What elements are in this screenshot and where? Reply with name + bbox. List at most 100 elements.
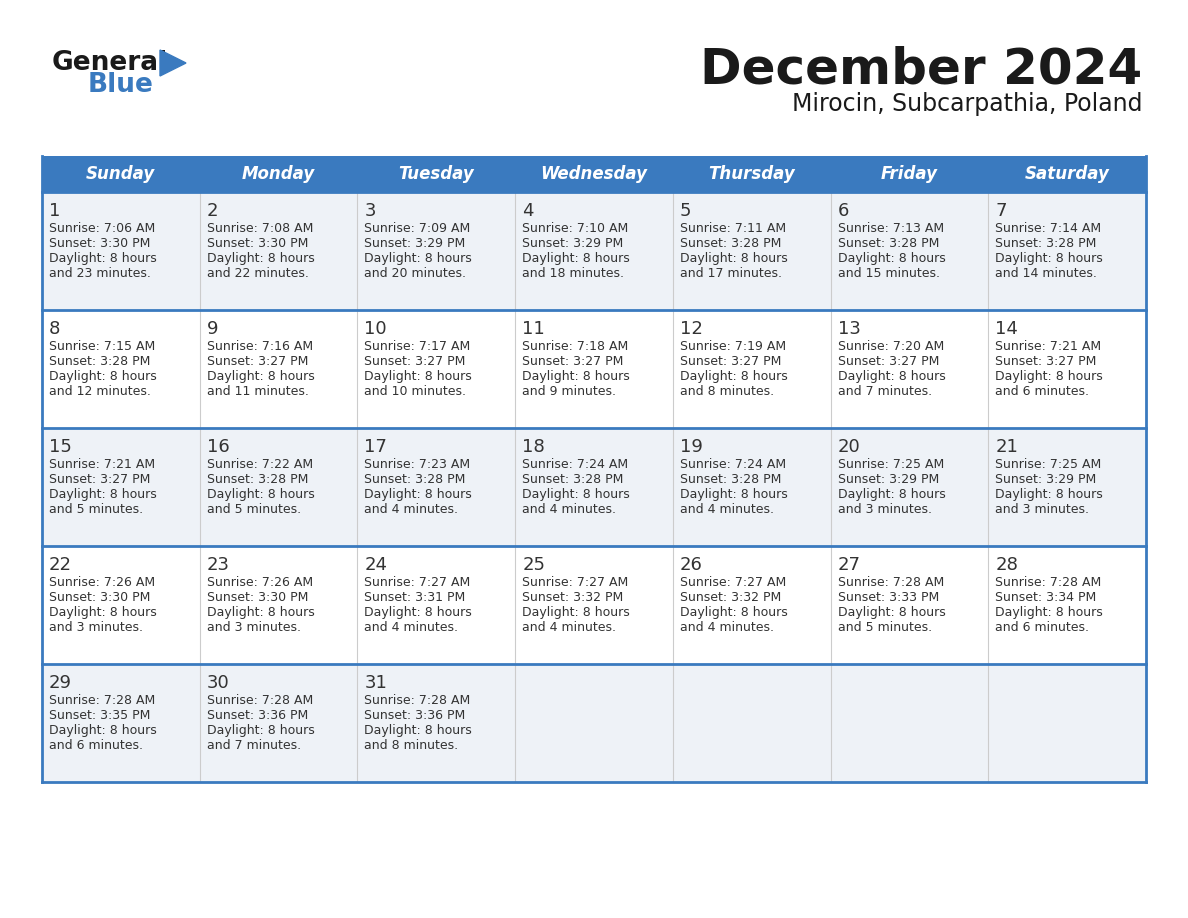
Text: Sunset: 3:28 PM: Sunset: 3:28 PM — [49, 355, 151, 368]
Text: and 8 minutes.: and 8 minutes. — [365, 739, 459, 752]
Text: Daylight: 8 hours: Daylight: 8 hours — [207, 252, 315, 265]
Text: and 3 minutes.: and 3 minutes. — [838, 503, 931, 516]
Text: Daylight: 8 hours: Daylight: 8 hours — [523, 488, 630, 501]
Text: and 22 minutes.: and 22 minutes. — [207, 267, 309, 280]
Text: Daylight: 8 hours: Daylight: 8 hours — [207, 606, 315, 619]
Text: Sunrise: 7:26 AM: Sunrise: 7:26 AM — [49, 576, 156, 589]
Text: Sunset: 3:29 PM: Sunset: 3:29 PM — [996, 473, 1097, 486]
Text: Sunrise: 7:25 AM: Sunrise: 7:25 AM — [996, 458, 1101, 471]
Text: Sunrise: 7:26 AM: Sunrise: 7:26 AM — [207, 576, 312, 589]
Text: and 18 minutes.: and 18 minutes. — [523, 267, 624, 280]
Text: Sunset: 3:29 PM: Sunset: 3:29 PM — [365, 237, 466, 250]
Text: Sunset: 3:28 PM: Sunset: 3:28 PM — [838, 237, 939, 250]
Text: Blue: Blue — [88, 72, 154, 98]
Text: Sunrise: 7:08 AM: Sunrise: 7:08 AM — [207, 222, 314, 235]
Text: 8: 8 — [49, 320, 61, 338]
Text: Mirocin, Subcarpathia, Poland: Mirocin, Subcarpathia, Poland — [791, 92, 1142, 116]
Text: 1: 1 — [49, 202, 61, 220]
Text: Sunset: 3:27 PM: Sunset: 3:27 PM — [523, 355, 624, 368]
Text: Sunrise: 7:13 AM: Sunrise: 7:13 AM — [838, 222, 943, 235]
Text: General: General — [52, 50, 169, 76]
Text: 19: 19 — [680, 438, 703, 456]
Text: and 4 minutes.: and 4 minutes. — [523, 503, 617, 516]
Text: Sunrise: 7:09 AM: Sunrise: 7:09 AM — [365, 222, 470, 235]
Text: 9: 9 — [207, 320, 219, 338]
Text: Daylight: 8 hours: Daylight: 8 hours — [49, 606, 157, 619]
Text: Sunset: 3:31 PM: Sunset: 3:31 PM — [365, 591, 466, 604]
Text: Sunset: 3:30 PM: Sunset: 3:30 PM — [207, 237, 308, 250]
Text: Sunset: 3:28 PM: Sunset: 3:28 PM — [680, 237, 782, 250]
Text: Sunrise: 7:22 AM: Sunrise: 7:22 AM — [207, 458, 312, 471]
Text: Sunset: 3:27 PM: Sunset: 3:27 PM — [207, 355, 308, 368]
Text: Sunrise: 7:21 AM: Sunrise: 7:21 AM — [49, 458, 156, 471]
Text: Daylight: 8 hours: Daylight: 8 hours — [996, 488, 1102, 501]
Text: Tuesday: Tuesday — [398, 165, 474, 183]
Text: Sunrise: 7:18 AM: Sunrise: 7:18 AM — [523, 340, 628, 353]
Text: 4: 4 — [523, 202, 533, 220]
Text: and 6 minutes.: and 6 minutes. — [996, 621, 1089, 634]
Text: Sunrise: 7:28 AM: Sunrise: 7:28 AM — [49, 694, 156, 707]
Text: and 6 minutes.: and 6 minutes. — [996, 385, 1089, 398]
Bar — [42, 310, 1146, 428]
Text: and 5 minutes.: and 5 minutes. — [207, 503, 301, 516]
Text: 13: 13 — [838, 320, 860, 338]
Text: 15: 15 — [49, 438, 72, 456]
Text: Sunrise: 7:23 AM: Sunrise: 7:23 AM — [365, 458, 470, 471]
Text: and 5 minutes.: and 5 minutes. — [838, 621, 931, 634]
Text: 12: 12 — [680, 320, 703, 338]
Text: Daylight: 8 hours: Daylight: 8 hours — [49, 252, 157, 265]
Text: Daylight: 8 hours: Daylight: 8 hours — [680, 252, 788, 265]
Text: Sunrise: 7:25 AM: Sunrise: 7:25 AM — [838, 458, 943, 471]
Text: Daylight: 8 hours: Daylight: 8 hours — [523, 370, 630, 383]
Text: Daylight: 8 hours: Daylight: 8 hours — [365, 606, 472, 619]
Text: Sunrise: 7:28 AM: Sunrise: 7:28 AM — [207, 694, 312, 707]
Text: Daylight: 8 hours: Daylight: 8 hours — [680, 488, 788, 501]
Text: Sunset: 3:36 PM: Sunset: 3:36 PM — [207, 709, 308, 722]
Text: and 4 minutes.: and 4 minutes. — [680, 621, 773, 634]
Text: Wednesday: Wednesday — [541, 165, 647, 183]
Text: 5: 5 — [680, 202, 691, 220]
Text: Daylight: 8 hours: Daylight: 8 hours — [49, 370, 157, 383]
Text: and 8 minutes.: and 8 minutes. — [680, 385, 775, 398]
Text: Daylight: 8 hours: Daylight: 8 hours — [680, 606, 788, 619]
Text: December 2024: December 2024 — [700, 45, 1142, 93]
Bar — [42, 156, 1146, 192]
Text: Daylight: 8 hours: Daylight: 8 hours — [207, 724, 315, 737]
Text: 26: 26 — [680, 556, 703, 574]
Text: 21: 21 — [996, 438, 1018, 456]
Text: Sunrise: 7:24 AM: Sunrise: 7:24 AM — [680, 458, 786, 471]
Text: 17: 17 — [365, 438, 387, 456]
Text: 28: 28 — [996, 556, 1018, 574]
Text: Sunrise: 7:24 AM: Sunrise: 7:24 AM — [523, 458, 628, 471]
Text: Sunset: 3:27 PM: Sunset: 3:27 PM — [49, 473, 151, 486]
Text: Daylight: 8 hours: Daylight: 8 hours — [365, 252, 472, 265]
Text: Saturday: Saturday — [1025, 165, 1110, 183]
Text: Daylight: 8 hours: Daylight: 8 hours — [49, 488, 157, 501]
Text: and 23 minutes.: and 23 minutes. — [49, 267, 151, 280]
Text: Sunset: 3:32 PM: Sunset: 3:32 PM — [680, 591, 781, 604]
Text: 30: 30 — [207, 674, 229, 692]
Text: Sunset: 3:30 PM: Sunset: 3:30 PM — [49, 237, 151, 250]
Text: and 4 minutes.: and 4 minutes. — [365, 503, 459, 516]
Text: and 6 minutes.: and 6 minutes. — [49, 739, 143, 752]
Text: and 11 minutes.: and 11 minutes. — [207, 385, 309, 398]
Bar — [42, 192, 1146, 310]
Text: Daylight: 8 hours: Daylight: 8 hours — [207, 488, 315, 501]
Text: Daylight: 8 hours: Daylight: 8 hours — [996, 606, 1102, 619]
Text: Sunrise: 7:11 AM: Sunrise: 7:11 AM — [680, 222, 786, 235]
Text: 16: 16 — [207, 438, 229, 456]
Text: Daylight: 8 hours: Daylight: 8 hours — [207, 370, 315, 383]
Text: 20: 20 — [838, 438, 860, 456]
Text: 2: 2 — [207, 202, 219, 220]
Text: and 3 minutes.: and 3 minutes. — [49, 621, 143, 634]
Text: and 12 minutes.: and 12 minutes. — [49, 385, 151, 398]
Text: 14: 14 — [996, 320, 1018, 338]
Text: 11: 11 — [523, 320, 545, 338]
Text: and 17 minutes.: and 17 minutes. — [680, 267, 782, 280]
Text: Sunrise: 7:15 AM: Sunrise: 7:15 AM — [49, 340, 156, 353]
Text: Sunday: Sunday — [87, 165, 156, 183]
Text: 25: 25 — [523, 556, 545, 574]
Text: Sunrise: 7:21 AM: Sunrise: 7:21 AM — [996, 340, 1101, 353]
Text: and 3 minutes.: and 3 minutes. — [996, 503, 1089, 516]
Text: and 4 minutes.: and 4 minutes. — [523, 621, 617, 634]
